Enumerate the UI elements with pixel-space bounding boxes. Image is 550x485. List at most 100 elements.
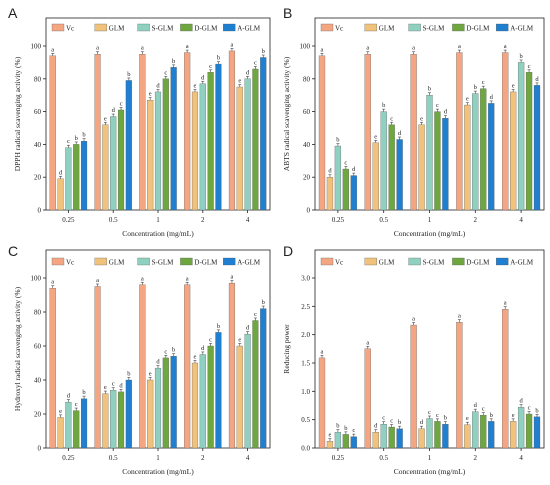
bar-s-glm-4 [244, 78, 251, 211]
bar-glm-2 [464, 104, 471, 211]
legend-label-d-glm: D-GLM [466, 25, 490, 33]
significance-label: a [504, 300, 507, 307]
bar-a-glm-0.5 [125, 80, 132, 211]
bar-a-glm-0.5 [396, 428, 403, 449]
significance-label: a [186, 43, 189, 50]
bar-a-glm-0.25 [350, 436, 357, 449]
legend-swatch-a-glm [496, 23, 509, 32]
bar-s-glm-0.5 [110, 116, 117, 211]
legend-swatch-a-glm [496, 257, 509, 266]
significance-label: d [490, 94, 494, 101]
bar-glm-4 [510, 91, 517, 211]
bar-s-glm-0.5 [110, 390, 117, 449]
significance-label: e [149, 91, 152, 98]
legend-label-a-glm: A-GLM [510, 25, 534, 33]
significance-label: d [119, 382, 123, 389]
significance-label: b [172, 58, 175, 65]
bar-d-glm-2 [480, 414, 487, 449]
significance-label: d [328, 168, 332, 175]
bar-vc-1 [410, 324, 417, 449]
y-tick-label: 0 [38, 445, 42, 453]
significance-label: d [156, 82, 160, 89]
x-tick-label: 2 [474, 216, 478, 224]
y-axis-title: Hydroxyl radical scavenging activity (%) [13, 286, 22, 411]
bar-vc-4 [228, 282, 236, 449]
y-tick-label: 20 [34, 174, 42, 182]
y-tick-label: 1.0 [301, 388, 310, 396]
bar-glm-0.25 [326, 177, 334, 211]
panel-letter: C [8, 243, 18, 259]
legend-swatch-d-glm [452, 23, 465, 32]
significance-label: b [217, 323, 220, 330]
x-tick-label: 0.25 [62, 216, 75, 224]
y-tick-label: 1.5 [301, 360, 310, 368]
significance-label: c [209, 63, 212, 70]
bar-glm-2 [191, 91, 199, 211]
legend-label-d-glm: D-GLM [466, 259, 490, 267]
significance-label: c [382, 415, 385, 422]
significance-label: d [420, 419, 424, 426]
bar-a-glm-4 [533, 85, 541, 211]
legend-label-s-glm: S-GLM [423, 259, 446, 267]
significance-label: d [67, 393, 71, 400]
significance-label: c [528, 63, 531, 70]
significance-label: c [67, 138, 70, 145]
bar-vc-0.5 [364, 348, 371, 449]
significance-label: b [127, 370, 130, 377]
significance-label: a [321, 46, 324, 53]
significance-label: b [262, 299, 265, 306]
bar-s-glm-1 [154, 91, 162, 211]
y-tick-label: 20 [34, 411, 42, 419]
significance-label: b [428, 86, 431, 93]
bar-glm-0.25 [326, 441, 334, 449]
significance-label: b [490, 412, 493, 419]
y-tick-label: 60 [303, 108, 311, 116]
legend-swatch-s-glm [408, 257, 421, 266]
x-tick-label: 4 [519, 454, 523, 462]
bar-a-glm-1 [170, 67, 177, 211]
significance-label: e [194, 82, 197, 89]
significance-label: b [75, 135, 78, 142]
bar-a-glm-2 [215, 63, 222, 211]
panel-letter: B [283, 5, 292, 21]
x-tick-label: 0.5 [109, 216, 118, 224]
y-tick-label: 20 [303, 174, 311, 182]
significance-label: b [82, 132, 85, 139]
y-tick-label: 80 [303, 75, 311, 83]
significance-label: d [246, 325, 250, 332]
bar-d-glm-2 [207, 72, 214, 211]
bar-a-glm-2 [488, 421, 495, 449]
bar-a-glm-2 [488, 103, 495, 211]
x-tick-label: 0.25 [332, 216, 345, 224]
significance-label: a [504, 43, 507, 50]
significance-label: c [254, 60, 257, 67]
significance-label: c [436, 412, 439, 419]
bar-d-glm-1 [434, 111, 441, 211]
significance-label: e [466, 415, 469, 422]
significance-label: c [428, 409, 431, 416]
legend-label-a-glm: A-GLM [510, 259, 534, 267]
x-tick-label: 0.25 [332, 454, 345, 462]
significance-label: b [344, 425, 347, 432]
y-tick-label: 0.0 [301, 445, 310, 453]
bar-d-glm-1 [162, 357, 169, 449]
y-tick-label: 100 [31, 43, 42, 51]
significance-label: b [82, 389, 85, 396]
bar-a-glm-2 [215, 332, 222, 449]
significance-label: d [59, 169, 63, 176]
significance-label: e [512, 412, 515, 419]
legend-swatch-glm [94, 257, 107, 266]
significance-label: d [201, 74, 205, 81]
significance-label: b [127, 71, 130, 78]
x-axis-title: Concentration (mg/mL) [394, 229, 466, 238]
bar-s-glm-0.25 [65, 147, 72, 211]
legend-label-d-glm: D-GLM [194, 259, 218, 267]
bar-d-glm-2 [480, 88, 487, 211]
significance-label: b [217, 55, 220, 62]
bar-glm-1 [418, 124, 425, 211]
significance-label: a [186, 275, 189, 282]
bar-a-glm-1 [170, 356, 177, 449]
bar-glm-1 [147, 99, 154, 211]
